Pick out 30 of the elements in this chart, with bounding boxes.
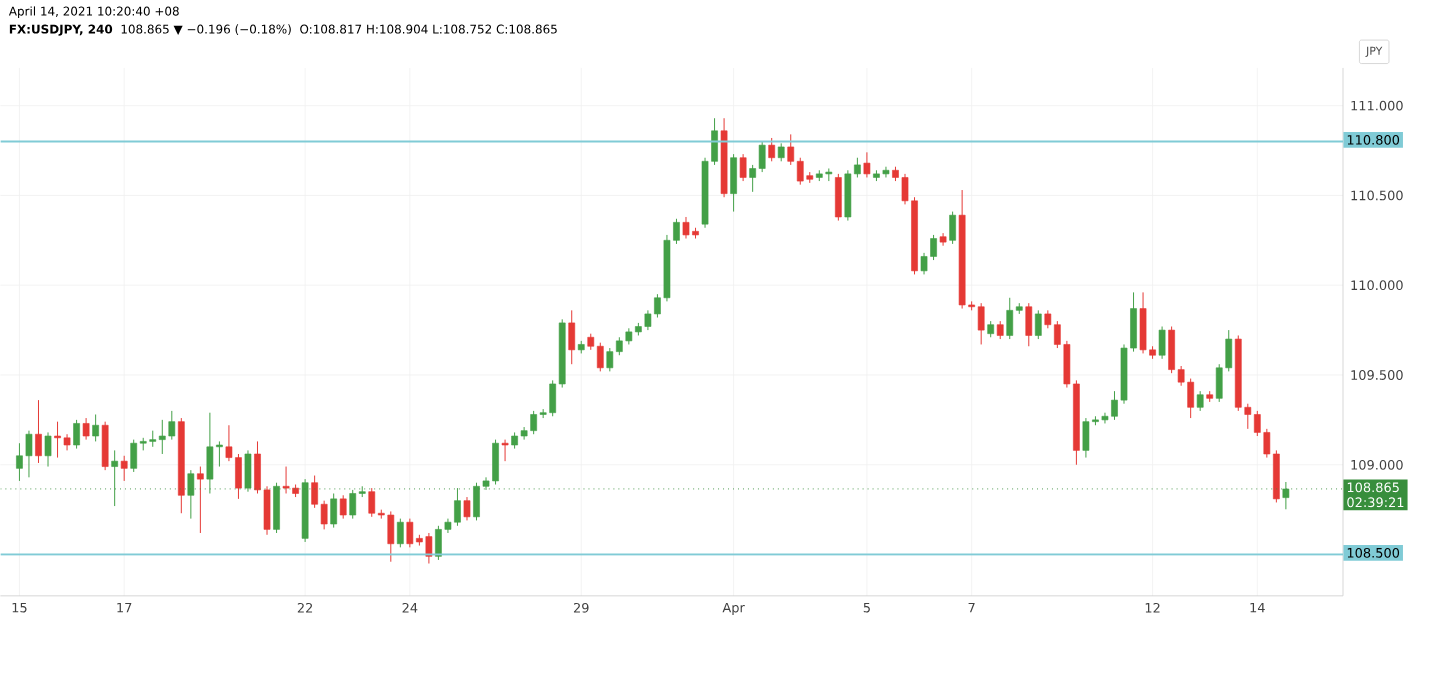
candlestick bbox=[768, 137, 776, 162]
candlestick bbox=[339, 494, 347, 520]
candlestick bbox=[396, 518, 404, 548]
candlestick bbox=[863, 151, 871, 179]
candlestick bbox=[949, 211, 956, 245]
candlestick bbox=[739, 153, 747, 182]
candlestick bbox=[1282, 481, 1290, 510]
candlestick bbox=[101, 421, 109, 471]
candlestick bbox=[92, 414, 99, 443]
candlestick bbox=[835, 173, 842, 222]
candlestick bbox=[568, 309, 576, 365]
candlestick bbox=[1025, 302, 1033, 347]
candlestick bbox=[111, 449, 119, 507]
candlestick bbox=[1196, 390, 1204, 412]
candlestick bbox=[73, 419, 80, 450]
candlestick bbox=[730, 153, 737, 213]
candlestick bbox=[1158, 326, 1166, 360]
candlestick bbox=[244, 449, 252, 493]
candlestick bbox=[1034, 309, 1042, 340]
candlestick bbox=[501, 439, 509, 462]
candlestick bbox=[187, 469, 195, 520]
candlestick bbox=[330, 493, 338, 529]
candlestick bbox=[273, 482, 280, 534]
candlestick bbox=[939, 232, 947, 247]
candlestick bbox=[35, 399, 42, 464]
candlestick bbox=[82, 417, 90, 441]
candlestick bbox=[44, 432, 52, 468]
candlestick bbox=[120, 455, 128, 482]
candlestick bbox=[197, 466, 204, 534]
candlestick bbox=[463, 496, 471, 522]
